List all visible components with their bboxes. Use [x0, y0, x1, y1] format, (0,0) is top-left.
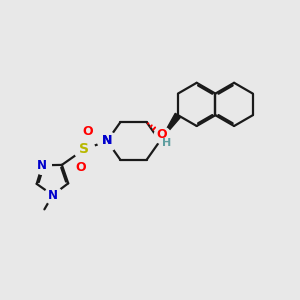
Text: N: N	[48, 189, 58, 202]
Text: N: N	[102, 134, 112, 148]
Text: S: S	[79, 142, 89, 156]
Text: N: N	[38, 159, 47, 172]
Text: O: O	[82, 125, 93, 138]
Text: O: O	[75, 161, 86, 174]
Text: H: H	[162, 138, 172, 148]
Polygon shape	[160, 113, 181, 141]
Text: O: O	[156, 128, 167, 141]
Text: N: N	[102, 134, 112, 148]
